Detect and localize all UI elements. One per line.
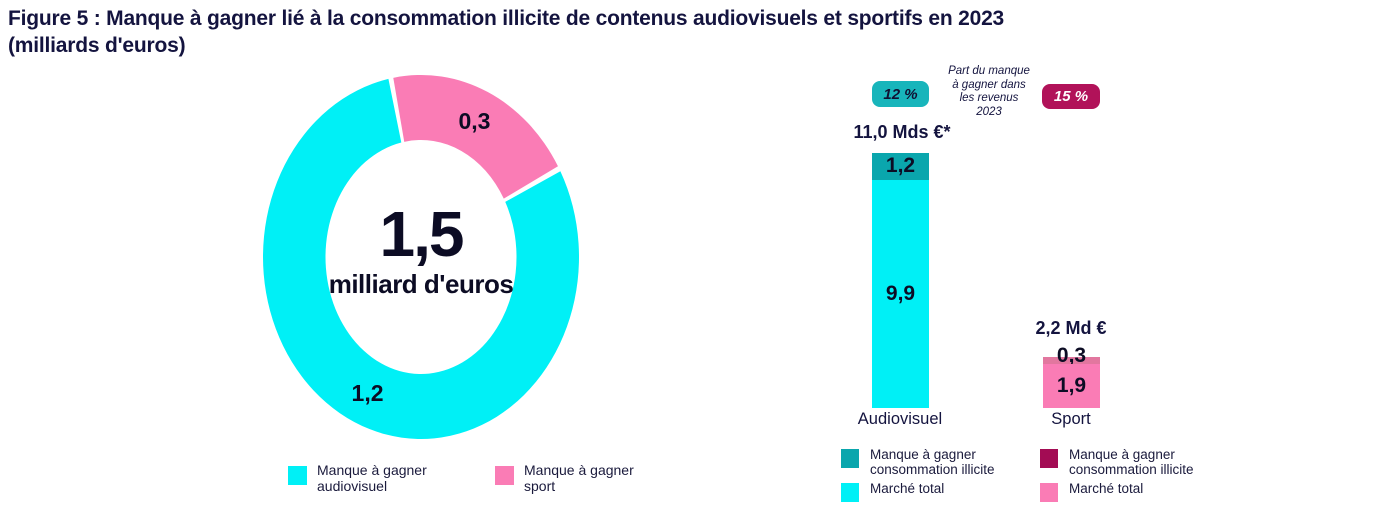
legend-label: Manque à gagner [524,462,634,478]
donut-slice-label: 0,3 [458,108,490,134]
legend-row: Manque à gagner consommation illicite [841,447,995,477]
legend-label: Manque à gagner [317,462,427,478]
figure-title: Figure 5 : Manque à gagner lié à la cons… [8,5,1392,59]
segment-value: 9,9 [885,282,916,306]
legend-label: Manque à gagner [1069,447,1175,462]
donut-chart: 1,2 0,3 [262,74,579,439]
donut-center-label: milliard d'euros [328,269,514,299]
segment-value: 1,2 [885,154,916,178]
legend-label: sport [524,477,556,494]
audiovisuel-total-label: 11,0 Mds €* [853,122,951,142]
donut-slice-sport [393,74,558,199]
legend-label: Manque à gagner [870,447,976,462]
audiovisuel-share-badge: 12 % [872,81,929,107]
legend-label: Marché total [1069,481,1144,496]
legend-label: Marché total [870,481,945,496]
legend-item-sport: Manque à gagner sport [495,462,634,494]
audiovisuel-market-segment: 9,9 [872,180,929,408]
legend-label: audiovisuel [317,477,388,494]
bar-legend-sport: Manque à gagner consommation illicite Ma… [1040,447,1194,502]
legend-row: Marché total [841,481,995,502]
sport-share-badge: 15 % [1042,84,1100,109]
donut-slice-label: 1,2 [352,380,384,406]
legend-swatch-pink [1040,483,1058,502]
sport-market-segment: 1,9 [1043,364,1100,408]
audiovisuel-bar: 1,2 9,9 [872,152,929,408]
segment-value: 0,3 [1056,344,1087,368]
legend-row: Manque à gagner consommation illicite [1040,447,1194,477]
figure-title-line2: (milliards d'euros) [8,34,186,57]
sport-total-label: 2,2 Md € [1035,318,1107,338]
audiovisuel-illicite-segment: 1,2 [872,152,929,181]
donut-center-value: 1,5 [379,198,465,270]
legend-swatch-teal [841,449,859,468]
category-label-audiovisuel: Audiovisuel [857,410,943,428]
legend-swatch-magenta [1040,449,1058,468]
category-label-sport: Sport [1051,410,1091,428]
bar-legend-audiovisuel: Manque à gagner consommation illicite Ma… [841,447,995,502]
figure-title-line1: Figure 5 : Manque à gagner lié à la cons… [8,7,1005,30]
sport-bar: 0,3 1,9 [1043,345,1100,408]
donut-center: 1,5 milliard d'euros [321,198,521,300]
legend-swatch-pink [495,466,514,485]
legend-swatch-cyan [288,466,307,485]
legend-swatch-cyan [841,483,859,502]
legend-item-audiovisuel: Manque à gagner audiovisuel [288,462,427,494]
revenue-share-note: Part du manque à gagner dans les revenus… [948,65,1030,118]
donut-slice-audiovisuel [262,78,579,439]
sport-illicite-segment: 0,3 [1043,345,1100,367]
segment-value: 1,9 [1056,374,1087,398]
legend-label: consommation illicite [870,462,995,477]
legend-label: consommation illicite [1069,462,1194,477]
legend-row: Marché total [1040,481,1194,502]
